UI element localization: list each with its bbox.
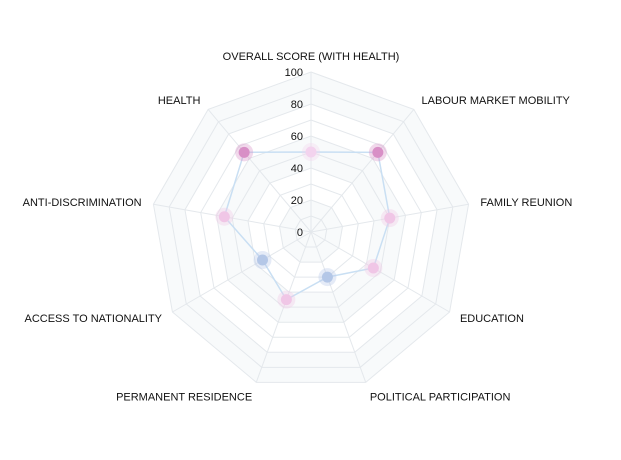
- tick-label-40: 40: [291, 163, 303, 175]
- radar-tick-labels: 0 20 40 60 80 100: [285, 67, 303, 239]
- data-point-8[interactable]: [238, 146, 250, 158]
- grid-ring-70: [200, 119, 422, 338]
- grid-ring-10: [294, 215, 328, 248]
- axis-label-7: ANTI-DISCRIMINATION: [23, 197, 142, 209]
- axis-label-4: POLITICAL PARTICIPATION: [370, 391, 511, 403]
- grid-ring-100: [152, 71, 470, 383]
- axis-label-6: ACCESS TO NATIONALITY: [24, 313, 162, 325]
- data-point-2[interactable]: [384, 212, 396, 224]
- data-point-6[interactable]: [257, 254, 269, 266]
- grid-ring-40: [247, 167, 375, 293]
- axis-label-8: HEALTH: [158, 95, 201, 107]
- series-line-0: [223, 151, 391, 301]
- tick-label-60: 60: [291, 131, 303, 143]
- tick-label-80: 80: [291, 99, 303, 111]
- grid-ring-30: [263, 183, 359, 278]
- axis-label-3: EDUCATION: [460, 313, 524, 325]
- tick-label-0: 0: [297, 227, 303, 239]
- data-point-1[interactable]: [372, 146, 384, 158]
- data-point-5[interactable]: [280, 294, 292, 306]
- grid-ring-50: [231, 151, 391, 308]
- data-point-0[interactable]: [305, 146, 317, 158]
- data-point-7[interactable]: [218, 211, 230, 223]
- axis-label-1: LABOUR MARKET MOBILITY: [422, 95, 571, 107]
- grid-ring-20: [278, 199, 344, 263]
- tick-label-100: 100: [285, 67, 303, 79]
- tick-label-20: 20: [291, 195, 303, 207]
- axis-label-5: PERMANENT RESIDENCE: [116, 391, 252, 403]
- axis-label-2: FAMILY REUNION: [480, 197, 572, 209]
- grid-ring-90: [168, 87, 454, 368]
- data-point-4[interactable]: [321, 271, 333, 283]
- grid-ring-80: [184, 103, 438, 353]
- data-point-3[interactable]: [367, 262, 379, 274]
- axis-label-0: OVERALL SCORE (WITH HEALTH): [223, 51, 400, 63]
- radar-series: [215, 143, 399, 309]
- radar-axis-labels: OVERALL SCORE (WITH HEALTH) LABOUR MARKET…: [23, 51, 573, 403]
